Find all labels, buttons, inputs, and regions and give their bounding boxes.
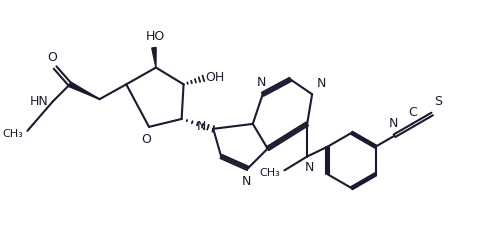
- Text: S: S: [434, 95, 442, 108]
- Text: O: O: [47, 51, 57, 64]
- Text: N: N: [257, 76, 266, 89]
- Text: CH₃: CH₃: [2, 129, 23, 139]
- Text: N: N: [317, 77, 326, 90]
- Text: N: N: [304, 161, 314, 174]
- Text: HO: HO: [146, 30, 164, 43]
- Text: O: O: [141, 133, 151, 146]
- Text: N: N: [197, 120, 206, 133]
- Text: N: N: [242, 175, 251, 188]
- Polygon shape: [69, 82, 99, 99]
- Polygon shape: [152, 48, 156, 68]
- Text: C: C: [408, 106, 417, 119]
- Text: N: N: [389, 117, 398, 130]
- Text: OH: OH: [205, 71, 225, 84]
- Text: HN: HN: [29, 95, 48, 108]
- Text: CH₃: CH₃: [260, 168, 281, 178]
